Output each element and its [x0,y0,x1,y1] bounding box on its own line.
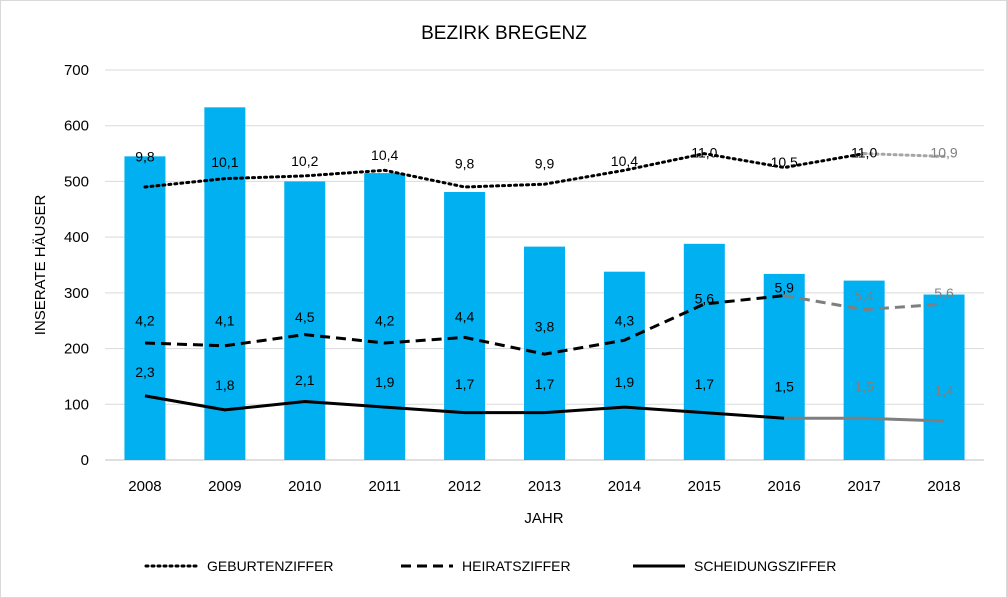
y-tick-label: 400 [64,229,89,246]
bar [284,181,326,460]
series-line [143,152,866,189]
bar [683,243,725,460]
data-label: 1,9 [375,374,395,390]
chart-title: BEZIRK BREGENZ [421,23,587,44]
x-tick-label: 2014 [608,478,641,495]
data-label: 10,2 [291,153,318,169]
data-label: 4,1 [215,313,235,329]
data-label: 2,1 [295,372,315,388]
data-labels: 9,8 10,1 10,2 10,4 9,8 9,9 10,4 11,0 10,5 11,0 10,… [135,144,958,398]
x-tick-label: 2018 [927,478,960,495]
x-tick-label: 2013 [528,478,561,495]
data-label: 10,5 [771,154,798,170]
series-line-projection [784,416,945,423]
series-line [144,294,785,356]
data-label: 5,9 [774,279,794,295]
x-tick-label: 2008 [128,478,161,495]
data-label: 2,3 [135,364,155,380]
data-label: 1,7 [455,376,475,392]
series-line [144,394,785,420]
y-tick-label: 500 [64,173,89,190]
legend-label: GEBURTENZIFFER [207,558,334,574]
data-label: 1,7 [695,376,715,392]
bar [364,173,406,461]
data-label: 5,6 [934,285,954,301]
data-label: 10,1 [211,154,238,170]
x-axis-label: JAHR [524,510,563,527]
data-label: 10,4 [371,147,398,163]
bar [603,271,645,460]
y-tick-label: 200 [64,341,89,358]
y-axis-label: INSERATE HÄUSER [32,195,49,336]
data-label: 11,0 [691,144,717,160]
y-tick-label: 0 [81,452,89,469]
data-label: 5,4 [854,288,874,304]
y-tick-label: 300 [64,285,89,302]
x-tick-label: 2016 [768,478,801,495]
data-label: 4,5 [295,309,315,325]
data-label: 1,5 [774,378,794,394]
data-label: 9,8 [135,148,155,164]
x-tick-label: 2010 [288,478,321,495]
legend-label: HEIRATSZIFFER [462,558,571,574]
data-label: 4,2 [135,313,155,329]
y-tick-label: 600 [64,118,89,135]
legend: GEBURTENZIFFER HEIRATSZIFFER SCHEIDUNGSZIF… [144,558,836,574]
y-tick-label: 100 [64,396,89,413]
x-tick-label: 2011 [369,478,401,495]
legend-label: SCHEIDUNGSZIFFER [694,558,836,574]
data-label: 1,7 [535,376,555,392]
series-lines [143,152,946,423]
data-label: 10,9 [930,144,957,160]
data-label: 1,5 [854,378,874,394]
data-label: 10,4 [611,153,638,169]
data-label: 1,9 [615,374,635,390]
y-tick-label: 700 [64,62,89,79]
data-label: 4,3 [615,313,635,329]
series-line-projection [862,152,946,158]
data-label: 3,8 [535,318,555,334]
x-tick-label: 2017 [847,478,880,495]
data-label: 11,0 [851,144,877,160]
data-label: 1,4 [934,382,954,398]
series-line-projection [783,294,945,312]
tick-labels: 0 100 200 300 400 500 600 700 2008 2009 2010 2011 20… [64,62,961,495]
x-tick-label: 2015 [688,478,721,495]
bar [763,273,805,460]
data-label: 9,8 [455,156,475,172]
x-tick-label: 2012 [448,478,481,495]
data-label: 9,9 [535,156,555,172]
x-tick-label: 2009 [208,478,241,495]
bar [204,107,246,460]
bar [124,156,166,460]
data-label: 1,8 [215,377,235,393]
bar [923,294,965,460]
data-label: 5,6 [695,290,715,306]
data-label: 4,2 [375,313,395,329]
bar [444,192,486,460]
data-label: 4,4 [455,308,475,324]
